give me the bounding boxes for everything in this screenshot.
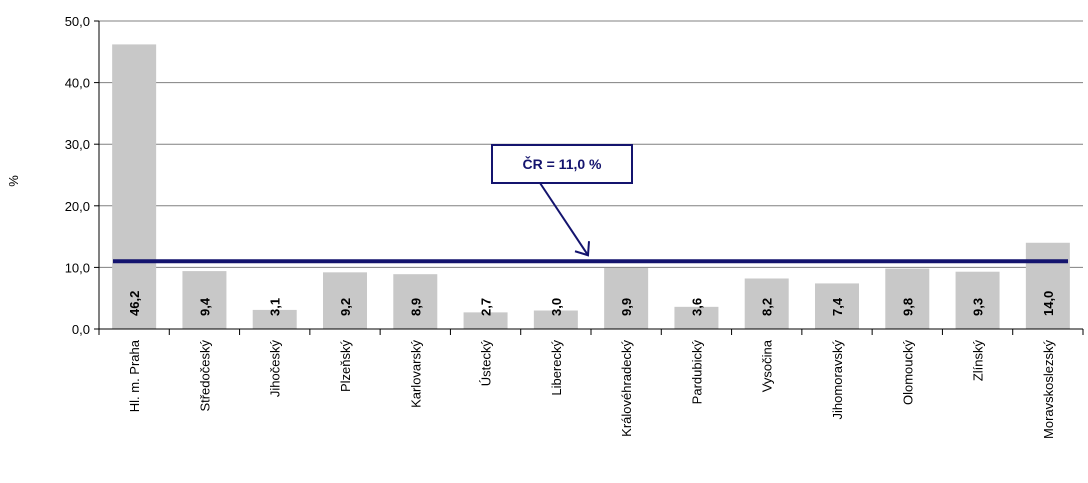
- bar: [323, 272, 367, 329]
- y-tick-label: 20,0: [65, 199, 90, 214]
- x-tick-label: Olomoucký: [900, 340, 915, 406]
- bar: [1025, 242, 1070, 329]
- reference-callout: ČR = 11,0 %: [491, 144, 633, 257]
- bar: [252, 309, 297, 329]
- callout-box: [491, 144, 633, 184]
- bar: [604, 268, 649, 329]
- bar: [815, 283, 859, 329]
- x-tick-label: Vysočina: [760, 339, 775, 392]
- bar: [955, 271, 1000, 329]
- bar: [393, 274, 438, 329]
- bar: [744, 278, 789, 329]
- x-tick-label: Středočeský: [197, 340, 212, 412]
- data-label: 9,3: [971, 298, 986, 316]
- y-tick-label: 30,0: [65, 137, 90, 152]
- x-tick-label: Hl. m. Praha: [127, 339, 142, 412]
- x-tick-label: Pardubický: [689, 340, 704, 405]
- data-label: 3,6: [689, 298, 704, 316]
- callout-arrow-line: [539, 182, 589, 256]
- bars: [112, 44, 1070, 330]
- bar: [674, 306, 719, 329]
- x-tick-label: Moravskoslezský: [1041, 340, 1056, 439]
- data-label: 9,4: [197, 297, 212, 316]
- data-label: 8,9: [408, 298, 423, 316]
- bar: [533, 310, 578, 329]
- axes: [98, 21, 1084, 335]
- data-label: 9,8: [900, 298, 915, 316]
- x-tick-label: Zlínský: [971, 340, 986, 382]
- data-label: 46,2: [127, 291, 142, 316]
- reference-line-label: ČR = 11,0 %: [523, 155, 603, 172]
- y-tick-label: 10,0: [65, 260, 90, 275]
- x-tick-label: Královéhradecký: [619, 340, 634, 437]
- data-label: 3,1: [268, 298, 283, 316]
- data-label: 9,9: [619, 298, 634, 316]
- y-axis-label: %: [6, 175, 21, 187]
- data-label: 9,2: [338, 298, 353, 316]
- bar: [885, 268, 930, 329]
- y-tick-label: 0,0: [72, 322, 90, 337]
- x-tick-label: Plzeňský: [338, 340, 353, 393]
- bar: [112, 44, 157, 330]
- x-tick-label: Liberecký: [549, 340, 564, 396]
- bar: [463, 312, 508, 329]
- data-label: 3,0: [549, 298, 564, 316]
- x-tick-label: Jihomoravský: [830, 340, 845, 420]
- data-label: 2,7: [479, 298, 494, 316]
- callout-arrow-head: [574, 241, 590, 257]
- x-tick-labels: Hl. m. Praha Středočeský Jihočeský Plzeňský…: [127, 339, 1056, 439]
- value-labels: 46,2 9,4 3,1 9,2 8,9 2,7 3,0 9,9 3,6 8,2 7,4 9,8 9,3…: [127, 291, 1056, 316]
- y-tick-label: 50,0: [65, 14, 90, 29]
- data-label: 8,2: [760, 298, 775, 316]
- x-tick-label: Ústecký: [479, 340, 494, 387]
- bar: [182, 271, 227, 329]
- data-label: 7,4: [830, 297, 845, 316]
- y-tick-labels: 0,0 10,0 20,0 30,0 40,0 50,0: [65, 14, 90, 337]
- data-label: 14,0: [1041, 291, 1056, 316]
- y-tick-label: 40,0: [65, 76, 90, 91]
- x-tick-label: Karlovarský: [408, 340, 423, 408]
- x-tick-label: Jihočeský: [268, 340, 283, 398]
